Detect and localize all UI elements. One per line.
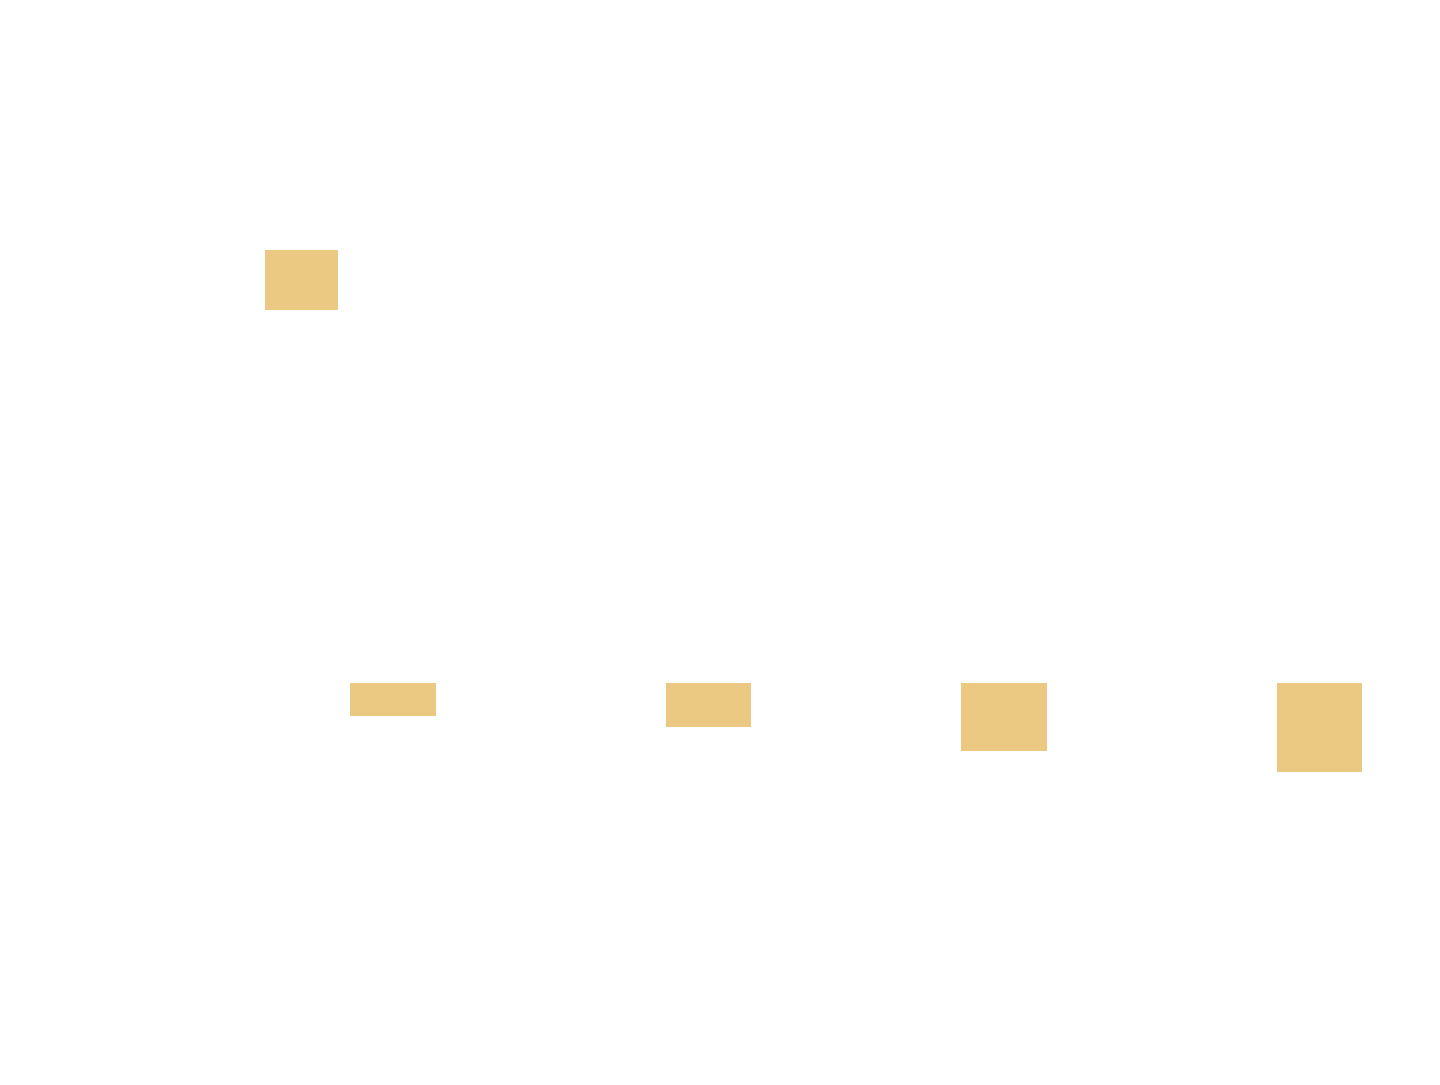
placeholder-block	[666, 683, 751, 727]
placeholder-block	[961, 683, 1047, 751]
placeholder-block	[1277, 683, 1362, 772]
placeholder-block	[265, 250, 338, 310]
placeholder-block	[350, 683, 436, 716]
